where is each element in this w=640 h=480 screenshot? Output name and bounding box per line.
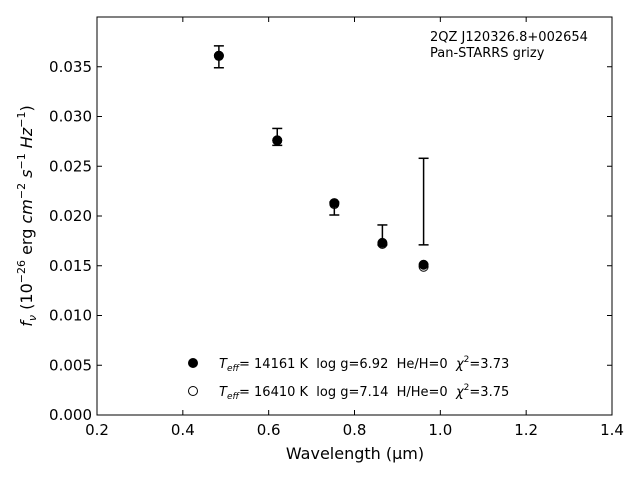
model-point-filled xyxy=(418,259,429,270)
chart-annotation: 2QZ J120326.8+002654 Pan-STARRS grizy xyxy=(430,30,588,61)
y-tick-label: 0.010 xyxy=(49,307,92,325)
y-tick-label: 0.035 xyxy=(49,58,92,76)
x-tick-label: 1.2 xyxy=(514,421,538,439)
y-tick-label: 0.030 xyxy=(49,108,92,126)
legend-marker-open xyxy=(188,386,198,396)
model-markers xyxy=(213,50,429,272)
legend-marker-filled xyxy=(188,358,198,368)
x-tick-label: 0.4 xyxy=(171,421,195,439)
model-point-filled xyxy=(213,50,224,61)
plot-frame xyxy=(96,16,613,416)
observed-error-bars xyxy=(213,45,429,246)
y-axis-label: fν (10−26 erg cm−2 s−1 Hz−1) xyxy=(15,105,39,326)
y-tick-label: 0.000 xyxy=(49,406,92,424)
legend: Teff= 14161 K log g=6.92 He/H=0 χ2=3.73 … xyxy=(188,355,509,402)
model-point-filled xyxy=(329,198,340,209)
x-tick-label: 0.6 xyxy=(257,421,281,439)
x-axis-ticks: 0.2 0.4 0.6 0.8 1.0 1.2 1.4 xyxy=(85,17,624,439)
model-point-filled xyxy=(377,237,388,248)
annotation-object-name: 2QZ J120326.8+002654 xyxy=(430,30,588,45)
y-tick-label: 0.015 xyxy=(49,257,92,275)
annotation-survey-name: Pan-STARRS grizy xyxy=(430,46,545,61)
y-tick-label: 0.020 xyxy=(49,207,92,225)
x-tick-label: 1.4 xyxy=(600,421,624,439)
model-point-filled xyxy=(272,135,283,146)
x-axis-label: Wavelength (μm) xyxy=(286,444,424,463)
x-tick-label: 0.2 xyxy=(85,421,109,439)
x-tick-label: 0.8 xyxy=(343,421,367,439)
x-tick-label: 1.0 xyxy=(428,421,452,439)
legend-label-filled: Teff= 14161 K log g=6.92 He/H=0 χ2=3.73 xyxy=(219,355,509,374)
y-axis-ticks: 0.000 0.005 0.010 0.015 0.020 0.025 0.030 0.035 xyxy=(49,58,612,424)
y-tick-label: 0.025 xyxy=(49,157,92,175)
y-tick-label: 0.005 xyxy=(49,356,92,374)
legend-label-open: Teff= 16410 K log g=7.14 H/He=0 χ2=3.75 xyxy=(219,383,509,402)
